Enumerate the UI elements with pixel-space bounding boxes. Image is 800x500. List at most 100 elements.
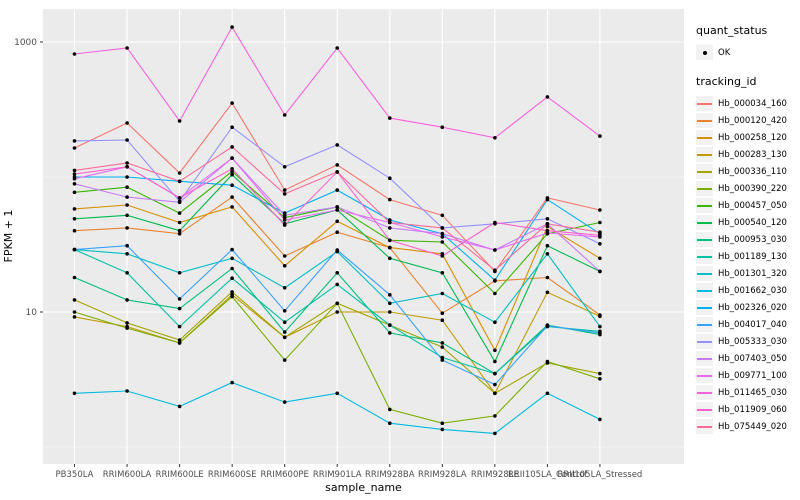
data-point	[125, 298, 129, 302]
data-point	[440, 355, 445, 360]
data-point	[125, 138, 129, 142]
legend-item-Hb_009771_100: Hb_009771_100	[696, 367, 800, 384]
legend-item-label: Hb_009771_100	[718, 370, 787, 381]
legend-item-Hb_000283_130: Hb_000283_130	[696, 146, 800, 163]
data-point	[545, 290, 550, 295]
data-point	[282, 188, 287, 192]
line-key-icon	[696, 317, 713, 332]
legend-item-Hb_005333_030: Hb_005333_030	[696, 333, 800, 350]
legend-item-label: Hb_000457_050	[718, 200, 787, 211]
data-point	[598, 417, 602, 422]
data-point	[388, 197, 392, 202]
data-point	[282, 254, 287, 258]
x-axis-title: sample_name	[325, 481, 402, 494]
data-point	[493, 431, 497, 436]
data-point	[282, 218, 287, 222]
data-point	[440, 271, 445, 275]
data-point	[177, 324, 182, 329]
data-point	[598, 233, 602, 238]
data-point	[493, 136, 497, 140]
legend-item-label: Hb_000953_030	[718, 234, 787, 245]
legend-item-Hb_000034_160: Hb_000034_160	[696, 95, 800, 112]
data-point	[388, 226, 392, 230]
data-point	[493, 320, 497, 325]
data-point	[230, 156, 234, 160]
data-point	[388, 238, 392, 243]
data-point	[282, 165, 287, 169]
line-key-icon	[696, 181, 713, 196]
data-point	[177, 200, 182, 205]
data-point	[545, 252, 550, 256]
data-point	[335, 219, 340, 224]
legend-item-label: Hb_075449_020	[718, 421, 787, 432]
data-point	[388, 218, 392, 222]
data-point	[335, 271, 340, 275]
x-tick-label: RRIM928LA	[418, 470, 467, 480]
data-point	[388, 245, 392, 250]
data-point	[125, 213, 129, 218]
data-point	[177, 211, 182, 215]
line-key-icon	[696, 215, 713, 230]
legend-item-Hb_011909_060: Hb_011909_060	[696, 401, 800, 418]
legend-item-label: Hb_005333_030	[718, 336, 787, 347]
data-point	[493, 359, 497, 364]
legend-item-label: Hb_011909_060	[718, 404, 787, 415]
data-point	[282, 400, 287, 404]
data-point	[230, 380, 234, 385]
line-key-icon	[696, 130, 713, 145]
data-point	[230, 101, 234, 105]
legend-item-label: Hb_011465_030	[718, 387, 787, 398]
line-key-icon	[696, 266, 713, 281]
data-point	[282, 309, 287, 313]
data-point	[545, 228, 550, 233]
data-point	[72, 207, 77, 211]
data-point	[282, 192, 287, 196]
data-point	[598, 371, 602, 376]
legend-item-label: Hb_001301_320	[718, 268, 787, 279]
line-key-icon	[696, 385, 713, 400]
data-point	[388, 293, 392, 297]
data-point	[493, 278, 497, 283]
data-point	[335, 230, 340, 234]
data-point	[545, 197, 550, 202]
data-point	[72, 310, 77, 314]
data-point	[72, 172, 77, 176]
line-key-icon	[696, 368, 713, 383]
data-point	[125, 161, 129, 165]
line-key-icon	[696, 113, 713, 128]
data-point	[282, 320, 287, 325]
data-point	[335, 170, 340, 174]
data-point	[125, 252, 129, 256]
data-point	[440, 318, 445, 323]
data-point	[72, 177, 77, 181]
data-point	[282, 335, 287, 340]
data-point	[598, 256, 602, 261]
data-point	[177, 297, 182, 301]
data-point	[388, 220, 392, 225]
data-point	[335, 248, 340, 252]
data-point	[335, 163, 340, 167]
data-point	[335, 208, 340, 212]
data-point	[72, 298, 77, 302]
line-key-icon	[696, 300, 713, 315]
data-point	[493, 291, 497, 296]
legend-item-label: Hb_001189_130	[718, 251, 787, 262]
line-key-icon	[696, 351, 713, 366]
data-point	[72, 139, 77, 143]
legend: quant_status OK tracking_id Hb_000034_16…	[696, 24, 800, 449]
data-point	[125, 226, 129, 230]
data-point	[440, 235, 445, 239]
data-point	[598, 331, 602, 335]
data-point	[440, 213, 445, 218]
x-tick-label: RRIM928LE	[471, 470, 519, 480]
legend-item-Hb_007403_050: Hb_007403_050	[696, 350, 800, 367]
data-point	[493, 391, 497, 396]
x-tick-label: RRIM600LA	[103, 470, 152, 480]
legend-item-label: Hb_000034_160	[718, 98, 787, 109]
legend-group-quant-status: quant_status OK	[696, 24, 800, 61]
data-point	[335, 391, 340, 396]
data-point	[545, 391, 550, 396]
data-point	[230, 290, 234, 294]
